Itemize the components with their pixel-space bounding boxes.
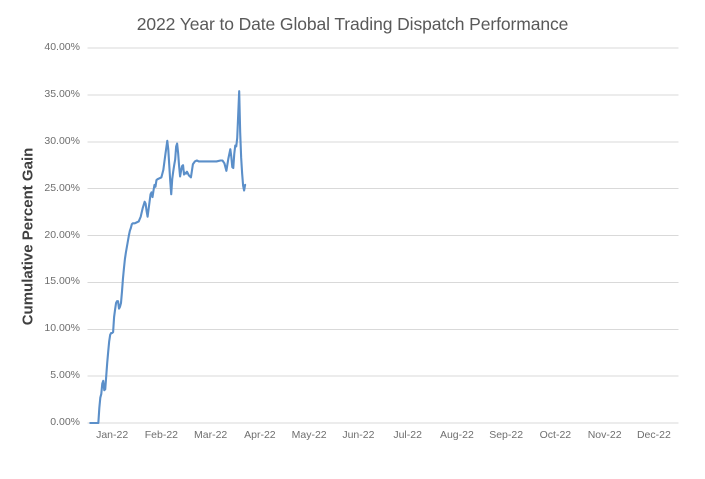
x-tick-label: Feb-22 (144, 429, 179, 441)
x-tick-label: May-22 (291, 429, 327, 441)
data-series-line (89, 90, 247, 425)
y-tick-label: 5.00% (50, 369, 80, 382)
x-tick-label: Mar-22 (193, 429, 228, 441)
x-tick-label: Aug-22 (439, 429, 474, 441)
chart-title: 2022 Year to Date Global Trading Dispatc… (136, 14, 569, 34)
y-tick-label: 25.00% (44, 181, 80, 194)
x-tick-label: Jun-22 (342, 429, 375, 441)
y-tick-label: 40.00% (44, 41, 80, 53)
y-tick-label: 0.00% (50, 416, 80, 428)
x-tick-label: Oct-22 (539, 429, 572, 441)
x-tick-label: Nov-22 (587, 429, 622, 441)
x-tick-label: Apr-22 (244, 429, 276, 441)
gridlines (87, 47, 679, 424)
y-tick-label: 15.00% (44, 275, 80, 288)
x-tick-label: Sep-22 (489, 429, 524, 441)
y-tick-label: 20.00% (44, 228, 80, 241)
x-tick-label: Dec-22 (636, 429, 671, 441)
y-tick-label: 10.00% (44, 322, 80, 335)
x-tick-label: Jul-22 (393, 429, 422, 441)
x-tick-label: Jan-22 (96, 429, 129, 441)
y-tick-label: 35.00% (44, 87, 80, 100)
y-tick-label: 30.00% (44, 134, 80, 147)
y-axis-tick-labels: 0.00% 5.00% 10.00% 15.00% 20.00% 25.00% 30.00%… (16, 0, 80, 479)
